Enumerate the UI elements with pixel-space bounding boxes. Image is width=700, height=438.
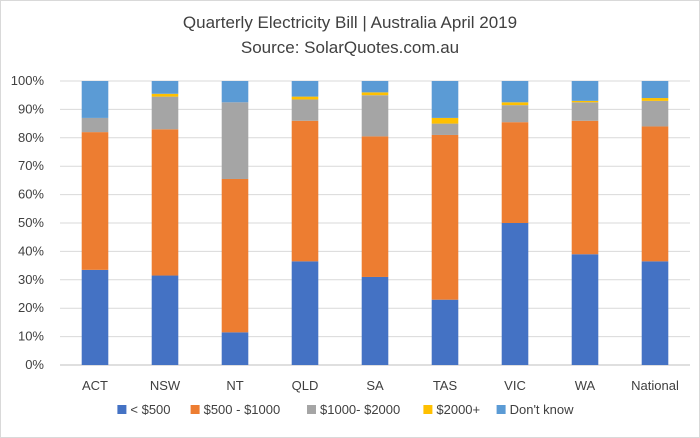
bar-segment [361, 95, 389, 137]
y-axis: 0% 10% 20% 30% 40% 50% 60% 70% 80% 90% 100% [11, 73, 45, 372]
y-tick-label: 100% [11, 73, 45, 88]
bar-segment [291, 99, 319, 121]
legend-entry: Don't know [510, 402, 575, 417]
bar-segment [81, 269, 109, 365]
bar-segment [81, 132, 109, 270]
bar-segment [571, 120, 599, 255]
bar-segment [501, 223, 529, 365]
bar-segment [291, 81, 319, 97]
legend-entry: $2000+ [436, 402, 480, 417]
legend-entry: $1000- $2000 [320, 402, 400, 417]
bar-segment [291, 261, 319, 365]
bar-segment [571, 254, 599, 365]
bar-segment [361, 92, 389, 96]
bars [81, 81, 669, 365]
bar-segment [431, 134, 459, 300]
bar-segment [221, 81, 249, 103]
bar-segment [431, 299, 459, 365]
bar-segment [641, 81, 669, 99]
x-tick-label: TAS [433, 378, 458, 393]
bar-segment [291, 96, 319, 100]
bar-segment [641, 261, 669, 365]
y-tick-label: 50% [18, 215, 44, 230]
y-tick-label: 10% [18, 329, 44, 344]
x-tick-label: NSW [150, 378, 181, 393]
legend-entry: $500 - $1000 [204, 402, 281, 417]
bar-segment [431, 117, 459, 124]
y-tick-label: 70% [18, 158, 44, 173]
bar-segment [151, 275, 179, 365]
bar-segment [81, 81, 109, 118]
bar-segment [361, 136, 389, 277]
bar-segment [151, 81, 179, 94]
x-tick-label: National [631, 378, 679, 393]
x-tick-label: ACT [82, 378, 108, 393]
y-tick-label: 60% [18, 187, 44, 202]
legend: < $500 $500 - $1000 $1000- $2000 $2000+ Don'… [117, 402, 574, 417]
x-tick-label: QLD [292, 378, 319, 393]
legend-entry: < $500 [130, 402, 170, 417]
bar-segment [501, 122, 529, 223]
x-tick-label: NT [226, 378, 243, 393]
bar-segment [571, 100, 599, 103]
bar-segment [221, 178, 249, 333]
legend-swatch [190, 405, 200, 414]
bar-segment [221, 332, 249, 365]
chart-title: Quarterly Electricity Bill | Australia A… [183, 13, 517, 32]
bar-segment [81, 117, 109, 133]
bar-segment [501, 81, 529, 103]
bar-segment [571, 102, 599, 121]
x-tick-label: VIC [504, 378, 526, 393]
legend-swatch [307, 405, 316, 414]
y-tick-label: 20% [18, 300, 44, 315]
bar-segment [361, 81, 389, 93]
bar-segment [291, 120, 319, 262]
bar-segment [221, 102, 249, 179]
x-tick-label: SA [366, 378, 384, 393]
legend-swatch [423, 405, 433, 414]
bar-segment [501, 102, 529, 106]
x-tick-label: WA [575, 378, 596, 393]
bar-segment [641, 126, 669, 262]
bar-segment [431, 81, 459, 118]
bar-segment [361, 276, 389, 365]
y-tick-label: 40% [18, 243, 44, 258]
bar-segment [151, 96, 179, 130]
bar-segment [641, 100, 669, 127]
x-axis: ACT NSW NT QLD SA TAS VIC WA National [82, 378, 679, 393]
bar-segment [641, 98, 669, 101]
bar-segment [571, 81, 599, 101]
legend-swatch [496, 405, 506, 414]
bar-segment [151, 93, 179, 97]
bar-segment [431, 123, 459, 135]
legend-swatch [117, 405, 127, 414]
bar-segment [501, 105, 529, 123]
y-tick-label: 90% [18, 101, 44, 116]
y-tick-label: 30% [18, 272, 44, 287]
bar-segment [151, 129, 179, 276]
y-tick-label: 0% [25, 357, 44, 372]
y-tick-label: 80% [18, 130, 44, 145]
chart-subtitle: Source: SolarQuotes.com.au [241, 38, 459, 57]
